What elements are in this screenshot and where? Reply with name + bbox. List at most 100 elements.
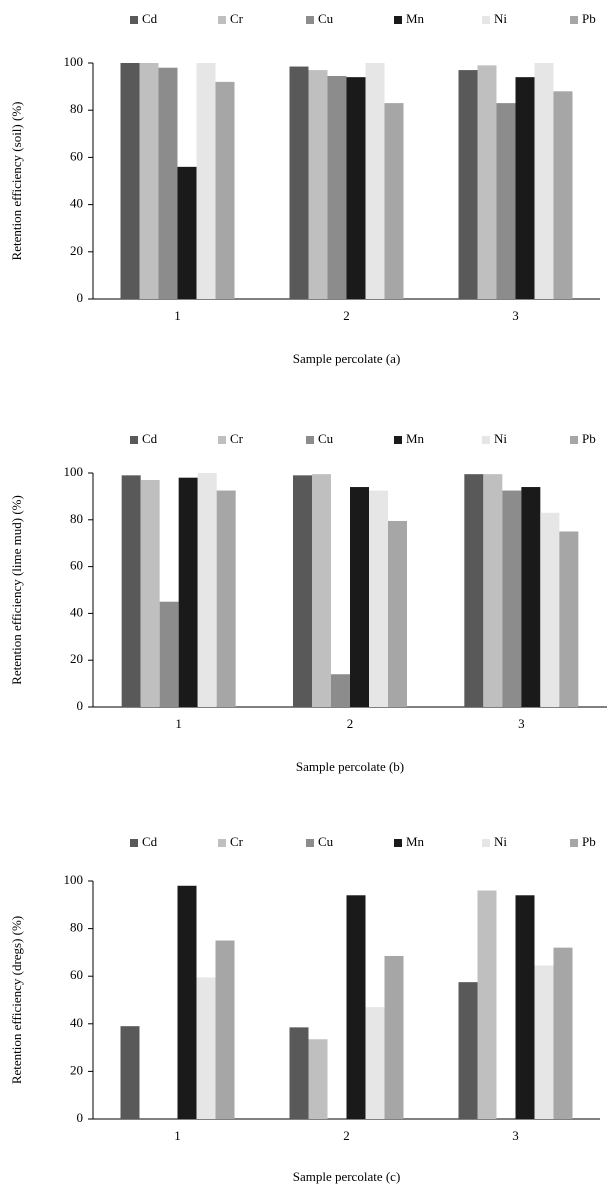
bar bbox=[178, 477, 198, 707]
bar bbox=[464, 474, 484, 707]
legend-swatch bbox=[570, 16, 578, 24]
legend-swatch bbox=[130, 839, 138, 847]
bar bbox=[196, 977, 216, 1119]
x-axis-label: Sample percolate (c) bbox=[293, 1169, 401, 1184]
y-axis-label: Retention efficiency (dregs) (%) bbox=[9, 916, 24, 1084]
legend-swatch bbox=[218, 16, 226, 24]
legend-label: Pb bbox=[582, 431, 596, 446]
legend-label: Cd bbox=[142, 11, 158, 26]
legend-label: Pb bbox=[582, 11, 596, 26]
bar bbox=[308, 1039, 328, 1119]
y-tick-label: 80 bbox=[70, 101, 83, 116]
legend-label: Cu bbox=[318, 834, 334, 849]
bar bbox=[293, 475, 312, 707]
bar bbox=[197, 473, 217, 707]
y-tick-label: 20 bbox=[70, 243, 83, 258]
legend-label: Pb bbox=[582, 834, 596, 849]
bar bbox=[215, 940, 235, 1119]
bar bbox=[350, 487, 369, 707]
bar bbox=[120, 63, 140, 299]
bar bbox=[216, 490, 236, 707]
legend-swatch bbox=[482, 436, 490, 444]
bar bbox=[140, 480, 160, 707]
bar bbox=[120, 1026, 140, 1119]
bar bbox=[553, 91, 573, 299]
legend-label: Cr bbox=[230, 834, 244, 849]
legend-swatch bbox=[218, 436, 226, 444]
y-tick-label: 80 bbox=[70, 920, 83, 935]
x-tick-label: 1 bbox=[174, 1128, 181, 1143]
bar bbox=[458, 982, 478, 1119]
y-tick-label: 100 bbox=[64, 464, 84, 479]
y-tick-label: 0 bbox=[77, 290, 84, 305]
bar bbox=[534, 63, 554, 299]
bar bbox=[384, 103, 404, 300]
y-tick-label: 60 bbox=[70, 558, 83, 573]
bar bbox=[458, 70, 478, 299]
bar bbox=[327, 75, 347, 299]
y-tick-label: 100 bbox=[64, 872, 84, 887]
legend-swatch bbox=[570, 839, 578, 847]
y-tick-label: 0 bbox=[77, 1110, 84, 1125]
bar bbox=[483, 474, 503, 707]
bar bbox=[496, 103, 516, 300]
legend-swatch bbox=[394, 839, 402, 847]
legend-label: Cu bbox=[318, 11, 334, 26]
bar bbox=[502, 490, 522, 707]
bar bbox=[515, 895, 535, 1119]
legend-swatch bbox=[482, 839, 490, 847]
legend-label: Mn bbox=[406, 834, 425, 849]
legend-label: Cu bbox=[318, 431, 334, 446]
y-tick-label: 40 bbox=[70, 604, 83, 619]
y-tick-label: 40 bbox=[70, 196, 83, 211]
legend-label: Mn bbox=[406, 11, 425, 26]
x-tick-label: 2 bbox=[343, 1128, 350, 1143]
bar bbox=[534, 965, 554, 1119]
bar bbox=[477, 65, 497, 299]
bar bbox=[312, 474, 331, 707]
bar bbox=[477, 890, 497, 1119]
bar bbox=[553, 947, 573, 1119]
x-tick-label: 2 bbox=[347, 716, 354, 731]
legend-label: Mn bbox=[406, 431, 425, 446]
bar bbox=[289, 66, 309, 299]
y-tick-label: 20 bbox=[70, 1062, 83, 1077]
bar bbox=[177, 885, 197, 1119]
bar bbox=[540, 512, 560, 707]
y-axis-label: Retention efficiency (soil) (%) bbox=[9, 102, 24, 261]
x-tick-label: 3 bbox=[512, 1128, 519, 1143]
bar bbox=[331, 674, 350, 707]
bar bbox=[289, 1027, 309, 1119]
x-tick-label: 2 bbox=[343, 308, 350, 323]
x-tick-label: 1 bbox=[174, 308, 181, 323]
bar bbox=[215, 81, 235, 299]
legend-swatch bbox=[394, 436, 402, 444]
bar bbox=[515, 77, 535, 299]
y-axis-label: Retention efficiency (lime mud) (%) bbox=[9, 495, 24, 685]
legend-label: Cr bbox=[230, 11, 244, 26]
y-tick-label: 20 bbox=[70, 651, 83, 666]
x-axis-label: Sample percolate (b) bbox=[296, 759, 404, 774]
legend-label: Ni bbox=[494, 11, 507, 26]
bar bbox=[388, 520, 407, 707]
legend-swatch bbox=[306, 839, 314, 847]
bar bbox=[384, 955, 404, 1119]
bar bbox=[159, 601, 179, 707]
bar bbox=[121, 475, 141, 707]
bar bbox=[346, 77, 366, 299]
x-axis-label: Sample percolate (a) bbox=[293, 351, 401, 366]
legend-swatch bbox=[218, 839, 226, 847]
y-tick-label: 60 bbox=[70, 967, 83, 982]
legend-label: Cd bbox=[142, 431, 158, 446]
bar bbox=[559, 531, 579, 707]
bar bbox=[308, 70, 328, 299]
bar bbox=[158, 67, 178, 299]
legend-label: Cr bbox=[230, 431, 244, 446]
y-tick-label: 0 bbox=[77, 698, 84, 713]
bar bbox=[196, 63, 216, 299]
y-tick-label: 80 bbox=[70, 511, 83, 526]
legend-swatch bbox=[130, 436, 138, 444]
x-tick-label: 3 bbox=[512, 308, 519, 323]
